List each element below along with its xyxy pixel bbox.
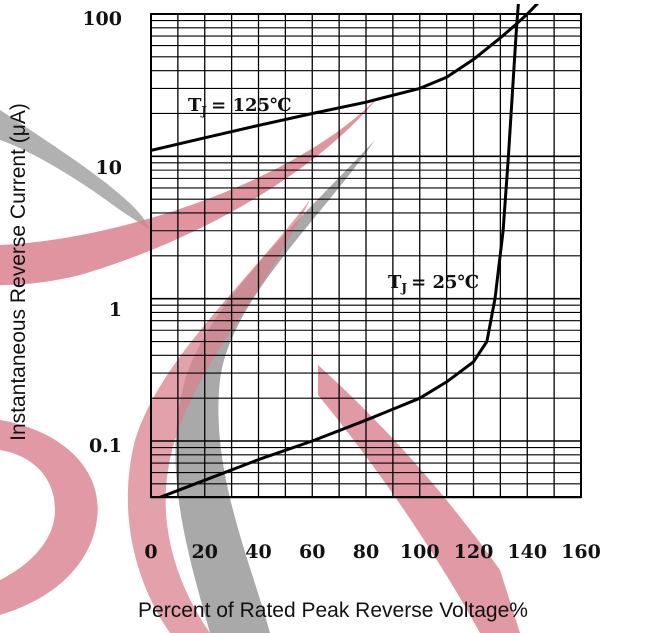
x-tick-label: 80: [353, 541, 379, 563]
annotation-125c: TJ = 125℃: [188, 95, 292, 118]
y-tick-labels: 100 10 1 0.1: [82, 8, 122, 457]
watermark-red-swoosh-top: [0, 95, 380, 285]
x-tick-labels: 0 20 40 60 80 100 120 140 160: [144, 541, 600, 563]
x-tick-label: 60: [299, 541, 325, 563]
y-tick-label: 0.1: [89, 435, 122, 457]
curves: [151, 4, 540, 497]
y-tick-label: 1: [109, 299, 122, 321]
svg-text:TJ= 25℃: TJ = 25℃: [388, 272, 479, 295]
x-tick-label: 120: [454, 541, 494, 563]
watermark-logo: [0, 95, 520, 633]
y-tick-label: 100: [82, 8, 122, 30]
watermark-red-arc: [127, 200, 310, 633]
plot-frame: [150, 13, 582, 498]
plot-grid: [150, 14, 582, 499]
watermark-red-lower-left: [0, 420, 98, 615]
y-tick-label: 10: [96, 157, 122, 179]
watermark-red-diagonal: [318, 365, 520, 633]
x-tick-label: 40: [245, 541, 271, 563]
annotation-25c: TJ = 25℃: [388, 272, 479, 295]
x-tick-label: 20: [192, 541, 218, 563]
x-tick-label: 160: [561, 541, 601, 563]
x-axis-label: Percent of Rated Peak Reverse Voltage%: [138, 599, 528, 622]
watermark-gray-swoosh-left: [0, 110, 150, 230]
x-tick-label: 100: [400, 541, 440, 563]
x-tick-label: 140: [507, 541, 547, 563]
y-axis-label: Instantaneous Reverse Current (μA): [7, 103, 30, 441]
watermark-gray-arc: [175, 140, 375, 633]
x-tick-label: 0: [144, 541, 157, 563]
svg-text:TJ= 125℃: TJ = 125℃: [188, 95, 292, 118]
series-line-tj-25c: [156, 4, 520, 497]
